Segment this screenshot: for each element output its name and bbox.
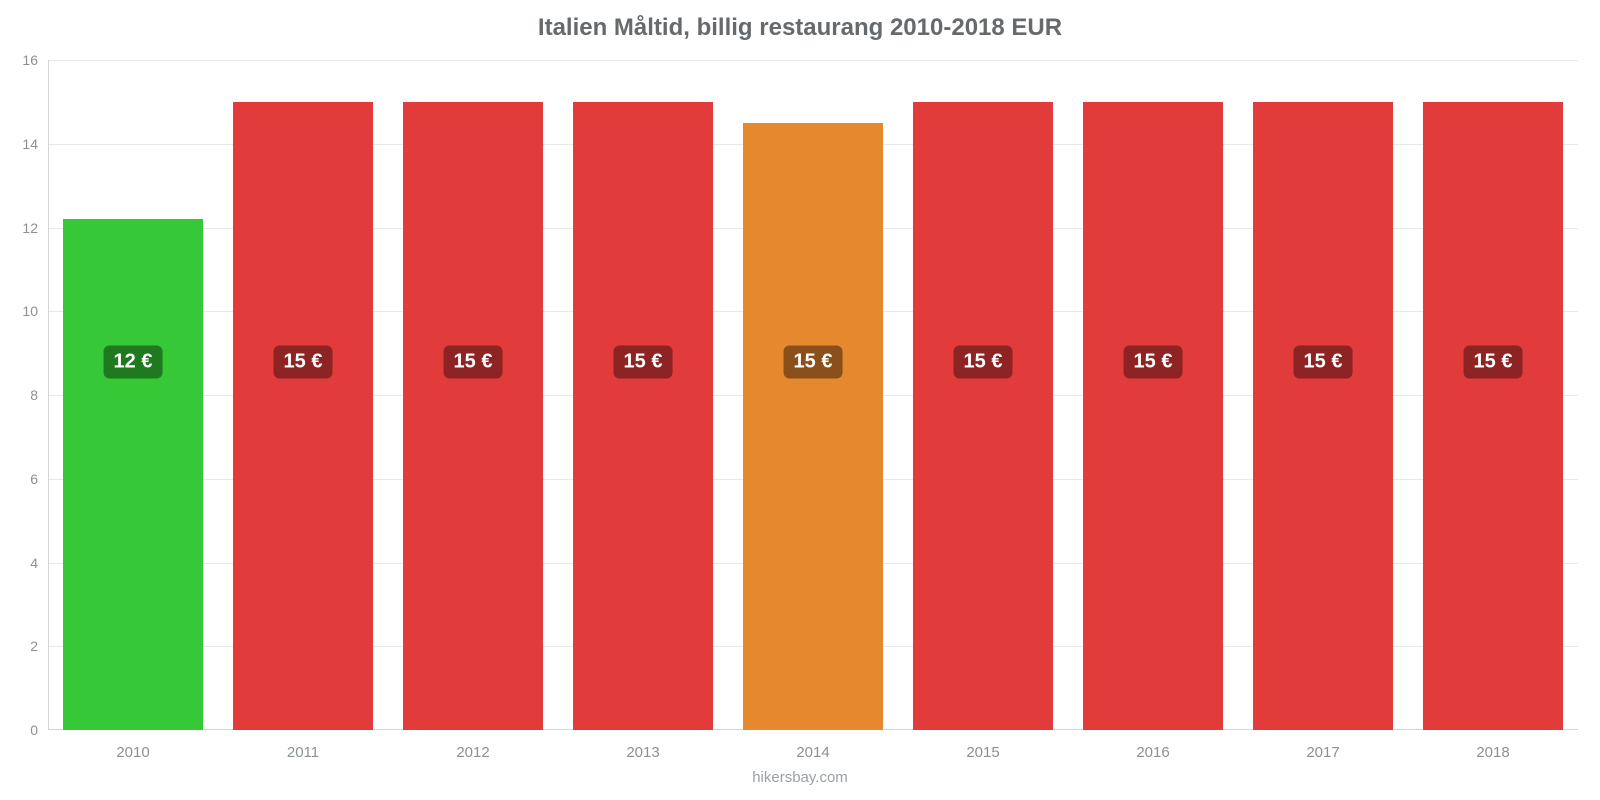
x-tick-label: 2016 (1136, 730, 1169, 761)
y-tick-label: 10 (22, 303, 48, 319)
bar-slot: 15 €2012 (388, 60, 558, 730)
bar-slot: 15 €2017 (1238, 60, 1408, 730)
y-tick-label: 2 (30, 638, 48, 654)
x-tick-label: 2017 (1306, 730, 1339, 761)
bar-value-label: 15 € (274, 345, 333, 378)
bar-value-label: 15 € (614, 345, 673, 378)
bar: 12 € (63, 219, 202, 730)
bar: 15 € (403, 102, 542, 730)
y-tick-label: 6 (30, 471, 48, 487)
bar-value-label: 15 € (784, 345, 843, 378)
y-tick-label: 14 (22, 136, 48, 152)
x-tick-label: 2013 (626, 730, 659, 761)
x-tick-label: 2011 (287, 730, 319, 761)
bar: 15 € (573, 102, 712, 730)
x-tick-label: 2012 (456, 730, 489, 761)
bar-value-label: 15 € (1294, 345, 1353, 378)
x-tick-label: 2014 (796, 730, 829, 761)
y-tick-label: 16 (22, 52, 48, 68)
bar-slot: 15 €2011 (218, 60, 388, 730)
x-tick-label: 2010 (116, 730, 149, 761)
bar-value-label: 15 € (444, 345, 503, 378)
bar: 15 € (743, 123, 882, 730)
bar-value-label: 15 € (1464, 345, 1523, 378)
bar: 15 € (1083, 102, 1222, 730)
bar-slot: 15 €2015 (898, 60, 1068, 730)
bar-chart: Italien Måltid, billig restaurang 2010-2… (0, 0, 1600, 800)
chart-title: Italien Måltid, billig restaurang 2010-2… (0, 0, 1600, 46)
bar-slot: 15 €2018 (1408, 60, 1578, 730)
bar-slot: 15 €2016 (1068, 60, 1238, 730)
bar: 15 € (1423, 102, 1562, 730)
bar-value-label: 12 € (104, 345, 163, 378)
bars-container: 12 €201015 €201115 €201215 €201315 €2014… (48, 60, 1578, 730)
bar: 15 € (1253, 102, 1392, 730)
chart-footer: hikersbay.com (0, 769, 1600, 786)
plot-area: 024681012141612 €201015 €201115 €201215 … (48, 60, 1578, 730)
y-tick-label: 12 (22, 220, 48, 236)
bar-value-label: 15 € (954, 345, 1013, 378)
bar-slot: 15 €2013 (558, 60, 728, 730)
y-tick-label: 4 (30, 555, 48, 571)
x-tick-label: 2015 (966, 730, 999, 761)
x-tick-label: 2018 (1476, 730, 1509, 761)
bar-value-label: 15 € (1124, 345, 1183, 378)
bar-slot: 12 €2010 (48, 60, 218, 730)
bar-slot: 15 €2014 (728, 60, 898, 730)
bar: 15 € (913, 102, 1052, 730)
bar: 15 € (233, 102, 372, 730)
y-tick-label: 0 (30, 722, 48, 738)
y-tick-label: 8 (30, 387, 48, 403)
